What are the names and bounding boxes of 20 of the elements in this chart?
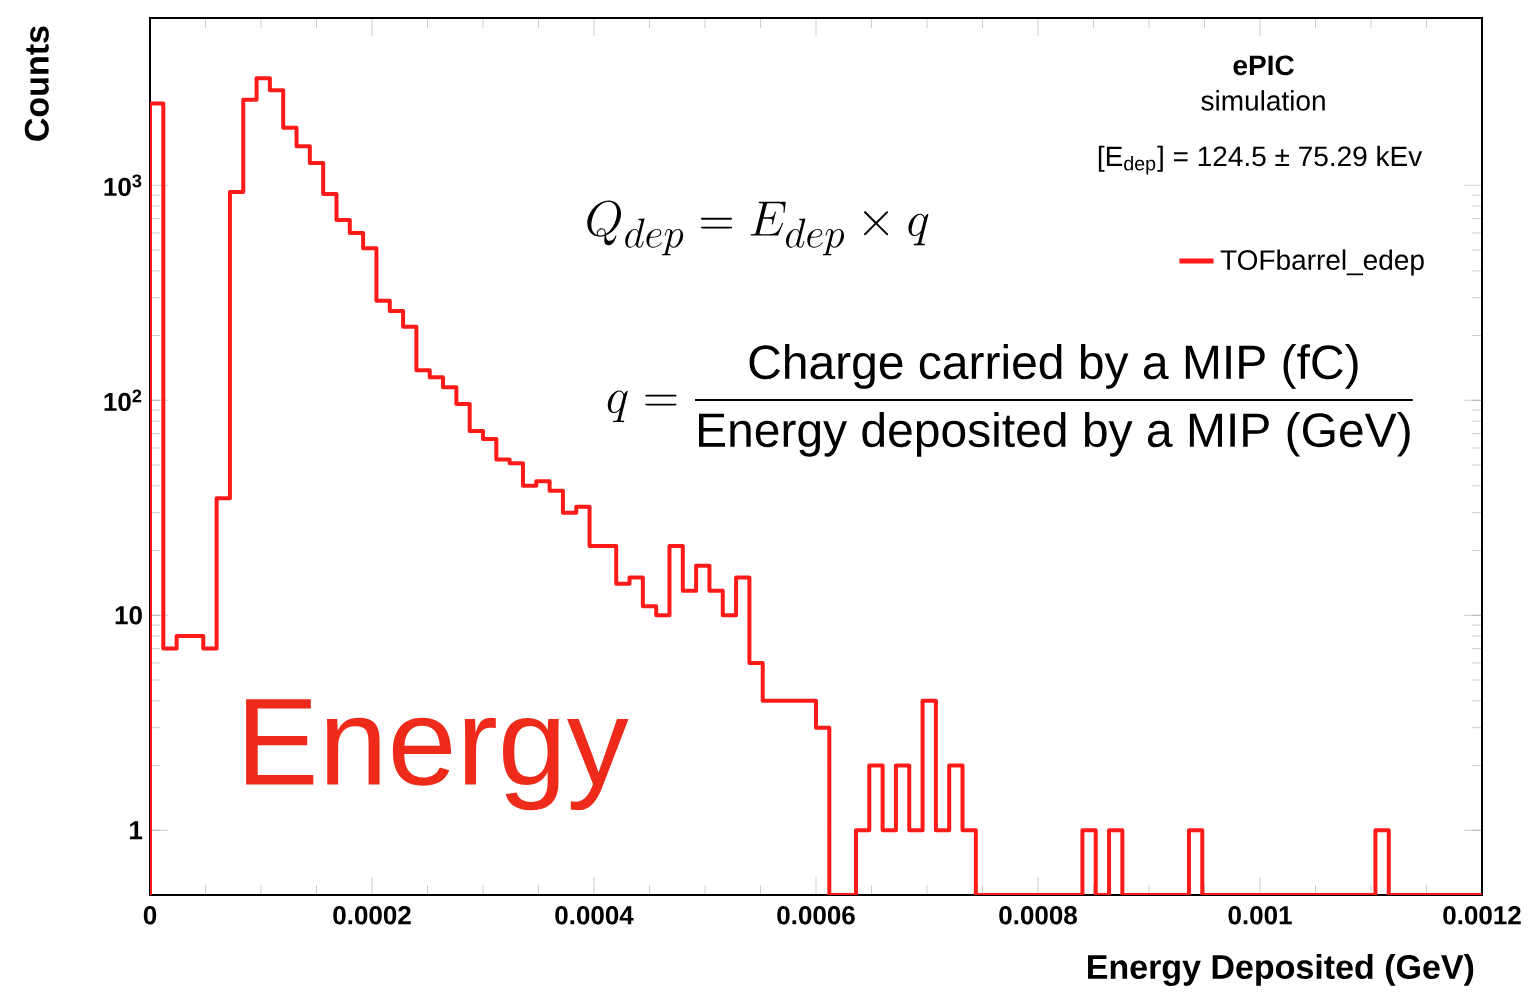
y-tick-label: 10$^{3}$ [104, 174, 142, 197]
annotation: [E$_{dep}$] = 124.5 ± 75.29 kEv [1098, 145, 1423, 175]
annotation: $Q_{dep} = E_{dep} \times q$ [587, 200, 929, 256]
y-tick-label: 1 [130, 821, 143, 840]
x-axis-title: Energy Deposited (GeV) [1088, 954, 1474, 986]
x-tick-label: 0.001 [1228, 906, 1292, 925]
x-tick-label: 0 [143, 906, 157, 925]
y-axis-title: Counts [24, 26, 49, 141]
x-tick-label: 0.0006 [777, 906, 855, 925]
x-tick-label: 0.0002 [333, 906, 411, 925]
x-tick-label: 0.0008 [999, 906, 1077, 925]
annotation: ePIC [1233, 55, 1294, 76]
annotation: Energy [246, 699, 629, 811]
legend-label: TOFbarrel_edep [1220, 249, 1424, 276]
y-tick-label: 10$^{2}$ [104, 389, 142, 412]
x-tick-label: 0.0004 [555, 906, 634, 925]
annotation: simulation [1201, 90, 1325, 111]
y-tick-label: 10 [115, 606, 142, 625]
x-tick-label: 0.0012 [1443, 906, 1521, 925]
annotation: $q = \frac{\text{Charge carried by a MIP (fC)}}{\text{Energy deposited by a MIP (GeV)}}$ [607, 344, 1413, 457]
